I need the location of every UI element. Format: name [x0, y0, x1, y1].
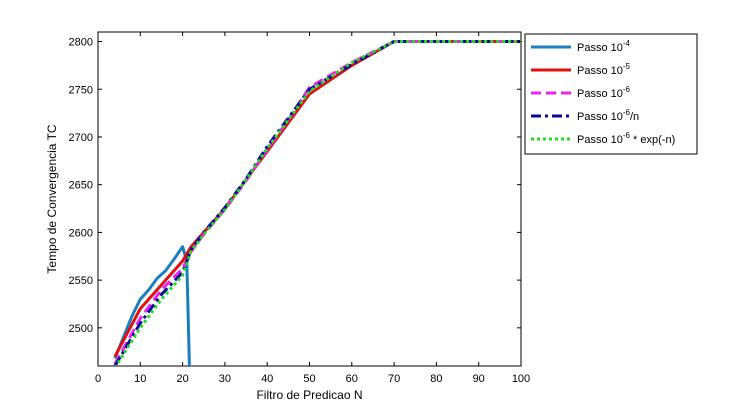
y-tick-label: 2750	[69, 84, 93, 96]
legend-label-exponent: -4	[623, 39, 631, 48]
x-tick-label: 40	[261, 373, 273, 385]
y-tick-label: 2700	[69, 132, 93, 144]
y-axis: 2500 2550 2600 2650 2700 2750 2800	[69, 37, 521, 335]
x-tick-label: 90	[473, 373, 485, 385]
axes-box	[97, 31, 522, 367]
y-axis-label: Tempo de Convergencia TC	[45, 124, 59, 274]
y-tick-label: 2550	[69, 275, 93, 287]
y-tick-label: 2800	[69, 37, 93, 49]
y-tick-label: 2600	[69, 227, 93, 239]
y-tick-label: 2650	[69, 180, 93, 192]
legend-label-exponent: -6	[623, 108, 631, 117]
legend-label-base: Passo 10	[577, 42, 623, 54]
x-tick-label: 60	[346, 373, 358, 385]
legend-label-1: Passo 10-4	[577, 39, 631, 54]
y-tick-label: 2500	[69, 323, 93, 335]
legend-label-2: Passo 10-5	[577, 62, 631, 77]
x-tick-label: 80	[430, 373, 442, 385]
legend-label-exponent: -6	[623, 131, 631, 140]
legend-label-base: Passo 10	[577, 134, 623, 146]
legend-label-suffix: * exp(-n)	[630, 134, 675, 146]
legend-label-base: Passo 10	[577, 88, 623, 100]
x-tick-label: 70	[388, 373, 400, 385]
plot-area: 0 10 20 30 40 50 60 70 80 90 100 25002550260026502…	[69, 31, 530, 385]
legend-label-exponent: -5	[623, 62, 631, 71]
series-line-1	[113, 245, 191, 366]
x-axis-label: Filtro de Predicao N	[256, 388, 362, 402]
legend-label-3: Passo 10-6	[577, 85, 631, 100]
x-tick-label: 100	[512, 373, 530, 385]
legend-label-base: Passo 10	[577, 111, 623, 123]
x-tick-label: 0	[95, 373, 101, 385]
legend-label-exponent: -6	[623, 85, 631, 94]
x-tick-label: 10	[134, 373, 146, 385]
series-line-5	[114, 40, 521, 366]
legend-label-base: Passo 10	[577, 65, 623, 77]
x-tick-label: 20	[176, 373, 188, 385]
series-layer	[113, 40, 521, 366]
legend-label-suffix: /n	[630, 111, 639, 123]
x-axis: 0 10 20 30 40 50 60 70 80 90 100	[95, 32, 530, 385]
series-line-4	[113, 40, 521, 366]
legend-label-4: Passo 10-6/n	[577, 108, 639, 123]
x-tick-label: 30	[219, 373, 231, 385]
x-tick-label: 50	[303, 373, 315, 385]
legend-label-5: Passo 10-6 * exp(-n)	[577, 131, 675, 146]
